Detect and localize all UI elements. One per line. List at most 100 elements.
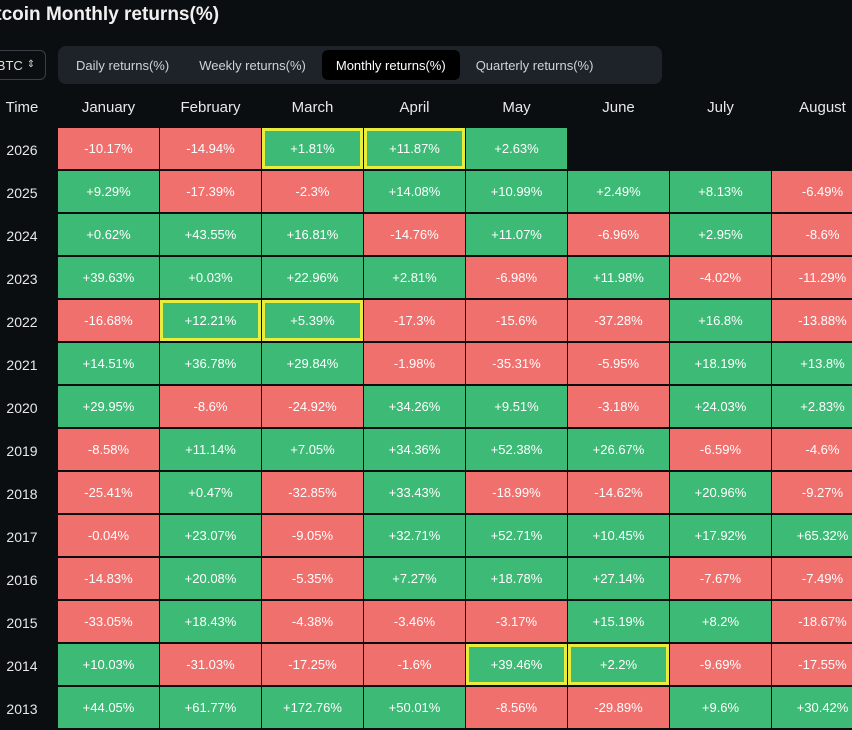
tab-quarterly-returns[interactable]: Quarterly returns(%) <box>475 57 594 73</box>
return-cell[interactable]: -9.69% <box>670 644 771 685</box>
return-cell[interactable]: +29.95% <box>58 386 159 427</box>
return-cell[interactable]: -35.31% <box>466 343 567 384</box>
return-cell[interactable]: +9.51% <box>466 386 567 427</box>
return-cell[interactable]: -17.3% <box>364 300 465 341</box>
return-cell[interactable]: -9.27% <box>772 472 852 513</box>
tab-monthly-returns[interactable]: Monthly returns(%) <box>321 50 460 80</box>
return-cell[interactable]: +11.98% <box>568 257 669 298</box>
return-cell[interactable]: -3.46% <box>364 601 465 642</box>
return-cell[interactable]: +0.47% <box>160 472 261 513</box>
return-cell[interactable]: +2.49% <box>568 171 669 212</box>
return-cell[interactable]: +65.32% <box>772 515 852 556</box>
return-cell[interactable]: -7.49% <box>772 558 852 599</box>
return-cell[interactable]: +34.26% <box>364 386 465 427</box>
return-cell[interactable]: -29.89% <box>568 687 669 728</box>
tab-daily-returns[interactable]: Daily returns(%) <box>76 57 170 73</box>
return-cell[interactable]: +32.71% <box>364 515 465 556</box>
return-cell[interactable]: -8.58% <box>58 429 159 470</box>
return-cell[interactable]: -15.6% <box>466 300 567 341</box>
return-cell[interactable]: +50.01% <box>364 687 465 728</box>
return-cell[interactable]: +20.08% <box>160 558 261 599</box>
return-cell[interactable]: -0.04% <box>58 515 159 556</box>
return-cell[interactable]: +10.03% <box>58 644 159 685</box>
return-cell[interactable]: +172.76% <box>262 687 363 728</box>
return-cell[interactable]: -25.41% <box>58 472 159 513</box>
return-cell[interactable]: -14.83% <box>58 558 159 599</box>
return-cell[interactable]: -32.85% <box>262 472 363 513</box>
return-cell[interactable]: +33.43% <box>364 472 465 513</box>
return-cell[interactable]: -37.28% <box>568 300 669 341</box>
return-cell[interactable]: +16.81% <box>262 214 363 255</box>
return-cell[interactable]: +52.71% <box>466 515 567 556</box>
return-cell[interactable]: +22.96% <box>262 257 363 298</box>
return-cell[interactable]: -18.99% <box>466 472 567 513</box>
return-cell[interactable]: -6.59% <box>670 429 771 470</box>
return-cell[interactable]: +7.05% <box>262 429 363 470</box>
return-cell[interactable]: +8.2% <box>670 601 771 642</box>
return-cell[interactable]: +36.78% <box>160 343 261 384</box>
return-cell[interactable]: +9.29% <box>58 171 159 212</box>
return-cell[interactable]: +39.63% <box>58 257 159 298</box>
return-cell[interactable]: -3.18% <box>568 386 669 427</box>
return-cell[interactable]: +20.96% <box>670 472 771 513</box>
return-cell[interactable]: +23.07% <box>160 515 261 556</box>
return-cell[interactable]: -24.92% <box>262 386 363 427</box>
return-cell[interactable]: -18.67% <box>772 601 852 642</box>
return-cell[interactable]: +11.87% <box>364 128 465 169</box>
return-cell[interactable]: -13.88% <box>772 300 852 341</box>
return-cell[interactable]: -5.95% <box>568 343 669 384</box>
return-cell[interactable]: +24.03% <box>670 386 771 427</box>
return-cell[interactable]: +0.03% <box>160 257 261 298</box>
return-cell[interactable]: -17.39% <box>160 171 261 212</box>
return-cell[interactable]: -7.67% <box>670 558 771 599</box>
return-cell[interactable]: +2.83% <box>772 386 852 427</box>
return-cell[interactable]: +52.38% <box>466 429 567 470</box>
return-cell[interactable]: +61.77% <box>160 687 261 728</box>
return-cell[interactable]: +8.13% <box>670 171 771 212</box>
return-cell[interactable]: -1.6% <box>364 644 465 685</box>
return-cell[interactable]: +7.27% <box>364 558 465 599</box>
return-cell[interactable]: +2.2% <box>568 644 669 685</box>
return-cell[interactable]: +11.07% <box>466 214 567 255</box>
return-cell[interactable]: +0.62% <box>58 214 159 255</box>
return-cell[interactable]: +14.08% <box>364 171 465 212</box>
return-cell[interactable]: -1.98% <box>364 343 465 384</box>
return-cell[interactable]: -33.05% <box>58 601 159 642</box>
return-cell[interactable]: -10.17% <box>58 128 159 169</box>
return-cell[interactable]: -17.55% <box>772 644 852 685</box>
return-cell[interactable]: -9.05% <box>262 515 363 556</box>
return-cell[interactable]: +9.6% <box>670 687 771 728</box>
return-cell[interactable]: +11.14% <box>160 429 261 470</box>
return-cell[interactable]: -8.6% <box>772 214 852 255</box>
return-cell[interactable]: -2.3% <box>262 171 363 212</box>
return-cell[interactable]: +18.19% <box>670 343 771 384</box>
return-cell[interactable]: +5.39% <box>262 300 363 341</box>
return-cell[interactable]: +2.95% <box>670 214 771 255</box>
return-cell[interactable]: +30.42% <box>772 687 852 728</box>
return-cell[interactable]: +17.92% <box>670 515 771 556</box>
return-cell[interactable]: +15.19% <box>568 601 669 642</box>
return-cell[interactable]: -3.17% <box>466 601 567 642</box>
return-cell[interactable]: -4.38% <box>262 601 363 642</box>
return-cell[interactable]: -14.62% <box>568 472 669 513</box>
return-cell[interactable]: +39.46% <box>466 644 567 685</box>
asset-select[interactable]: BTC ⇕ <box>0 50 46 80</box>
return-cell[interactable]: -4.02% <box>670 257 771 298</box>
return-cell[interactable]: +14.51% <box>58 343 159 384</box>
return-cell[interactable]: -6.49% <box>772 171 852 212</box>
return-cell[interactable]: -5.35% <box>262 558 363 599</box>
return-cell[interactable]: +10.99% <box>466 171 567 212</box>
return-cell[interactable]: -11.29% <box>772 257 852 298</box>
return-cell[interactable]: -31.03% <box>160 644 261 685</box>
return-cell[interactable]: +34.36% <box>364 429 465 470</box>
return-cell[interactable]: +2.63% <box>466 128 567 169</box>
return-cell[interactable]: +1.81% <box>262 128 363 169</box>
return-cell[interactable]: +29.84% <box>262 343 363 384</box>
return-cell[interactable]: +13.8% <box>772 343 852 384</box>
tab-weekly-returns[interactable]: Weekly returns(%) <box>199 57 306 73</box>
return-cell[interactable]: +18.78% <box>466 558 567 599</box>
return-cell[interactable]: +44.05% <box>58 687 159 728</box>
return-cell[interactable]: +2.81% <box>364 257 465 298</box>
return-cell[interactable]: +10.45% <box>568 515 669 556</box>
return-cell[interactable]: -6.96% <box>568 214 669 255</box>
